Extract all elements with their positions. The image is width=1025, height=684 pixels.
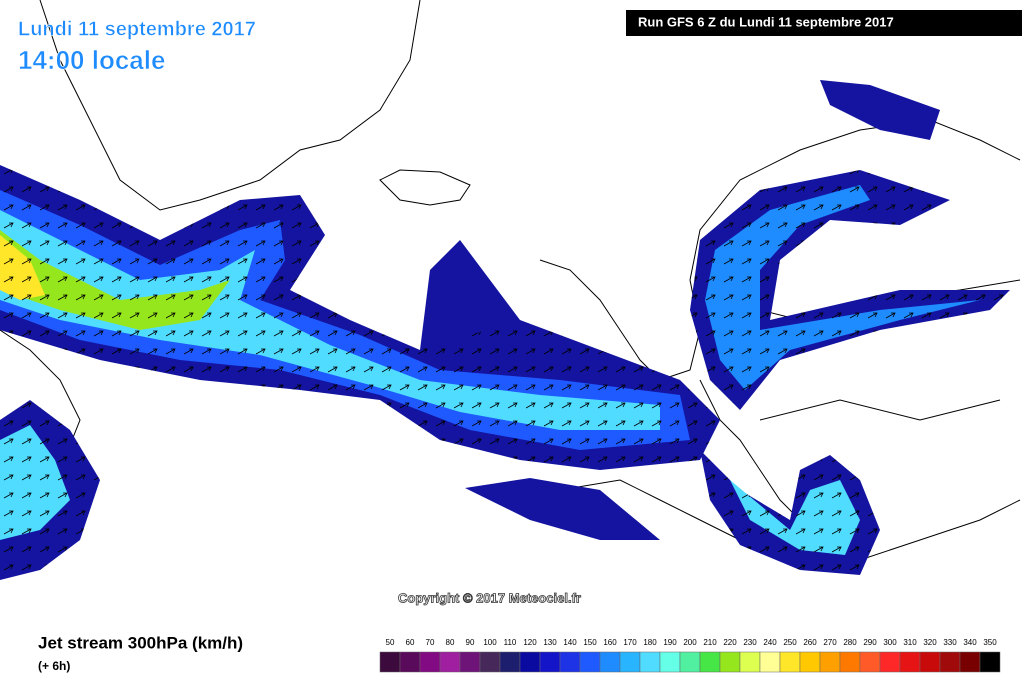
run-label: Run GFS 6 Z du Lundi 11 septembre 2017 xyxy=(638,14,894,29)
scale-swatch xyxy=(959,651,981,673)
scale-label: 170 xyxy=(623,638,637,647)
scale-swatch xyxy=(699,651,721,673)
scale-swatch xyxy=(639,651,661,673)
scale-swatch xyxy=(839,651,861,673)
scale-label: 80 xyxy=(446,638,455,647)
scale-swatch xyxy=(519,651,541,673)
scale-swatch xyxy=(819,651,841,673)
scale-label: 60 xyxy=(406,638,415,647)
scale-swatch xyxy=(739,651,761,673)
scale-swatch xyxy=(379,651,401,673)
scale-label: 140 xyxy=(563,638,577,647)
scale-label: 250 xyxy=(783,638,797,647)
scale-swatch xyxy=(559,651,581,673)
scale-label: 200 xyxy=(683,638,697,647)
scale-label: 300 xyxy=(883,638,897,647)
scale-label: 280 xyxy=(843,638,857,647)
scale-label: 230 xyxy=(743,638,757,647)
scale-swatch xyxy=(479,651,501,673)
scale-label: 160 xyxy=(603,638,617,647)
scale-swatch xyxy=(919,651,941,673)
scale-swatch xyxy=(779,651,801,673)
scale-label: 70 xyxy=(426,638,435,647)
scale-label: 340 xyxy=(963,638,977,647)
scale-swatch xyxy=(579,651,601,673)
scale-label: 290 xyxy=(863,638,877,647)
scale-label: 90 xyxy=(466,638,475,647)
scale-label: 150 xyxy=(583,638,597,647)
scale-swatch xyxy=(619,651,641,673)
scale-swatch xyxy=(799,651,821,673)
scale-label: 350 xyxy=(983,638,997,647)
scale-swatch xyxy=(859,651,881,673)
scale-label: 330 xyxy=(943,638,957,647)
scale-label: 50 xyxy=(386,638,395,647)
scale-swatch xyxy=(399,651,421,673)
scale-swatch xyxy=(439,651,461,673)
scale-label: 180 xyxy=(643,638,657,647)
scale-swatch xyxy=(719,651,741,673)
jet-stream xyxy=(0,80,1010,580)
scale-swatch xyxy=(599,651,621,673)
scale-label: 210 xyxy=(703,638,717,647)
scale-swatch xyxy=(979,651,1001,673)
forecast-step: (+ 6h) xyxy=(38,659,70,673)
scale-label: 130 xyxy=(543,638,557,647)
scale-swatch xyxy=(459,651,481,673)
scale-swatch xyxy=(939,651,961,673)
scale-swatch xyxy=(539,651,561,673)
scale-label: 120 xyxy=(523,638,537,647)
scale-swatch xyxy=(419,651,441,673)
color-scale: 50 60 70 80 90 100 110 120 130 140 150 160 170 180 190… xyxy=(379,638,1001,673)
scale-swatch xyxy=(679,651,701,673)
date-title: Lundi 11 septembre 2017 xyxy=(18,18,256,40)
time-title: 14:00 locale xyxy=(18,45,165,75)
scale-swatch xyxy=(899,651,921,673)
scale-label: 220 xyxy=(723,638,737,647)
scale-label: 310 xyxy=(903,638,917,647)
scale-label: 270 xyxy=(823,638,837,647)
scale-label: 240 xyxy=(763,638,777,647)
legend-title: Jet stream 300hPa (km/h) xyxy=(38,633,243,652)
copyright: Copyright © 2017 Meteociel.fr xyxy=(398,590,581,605)
scale-label: 320 xyxy=(923,638,937,647)
scale-swatch xyxy=(499,651,521,673)
scale-swatch xyxy=(759,651,781,673)
scale-label: 110 xyxy=(504,638,517,647)
scale-swatch xyxy=(659,651,681,673)
scale-label: 190 xyxy=(663,638,677,647)
scale-label: 100 xyxy=(483,638,497,647)
run-box xyxy=(626,10,1022,36)
scale-label: 260 xyxy=(803,638,817,647)
scale-swatch xyxy=(879,651,901,673)
